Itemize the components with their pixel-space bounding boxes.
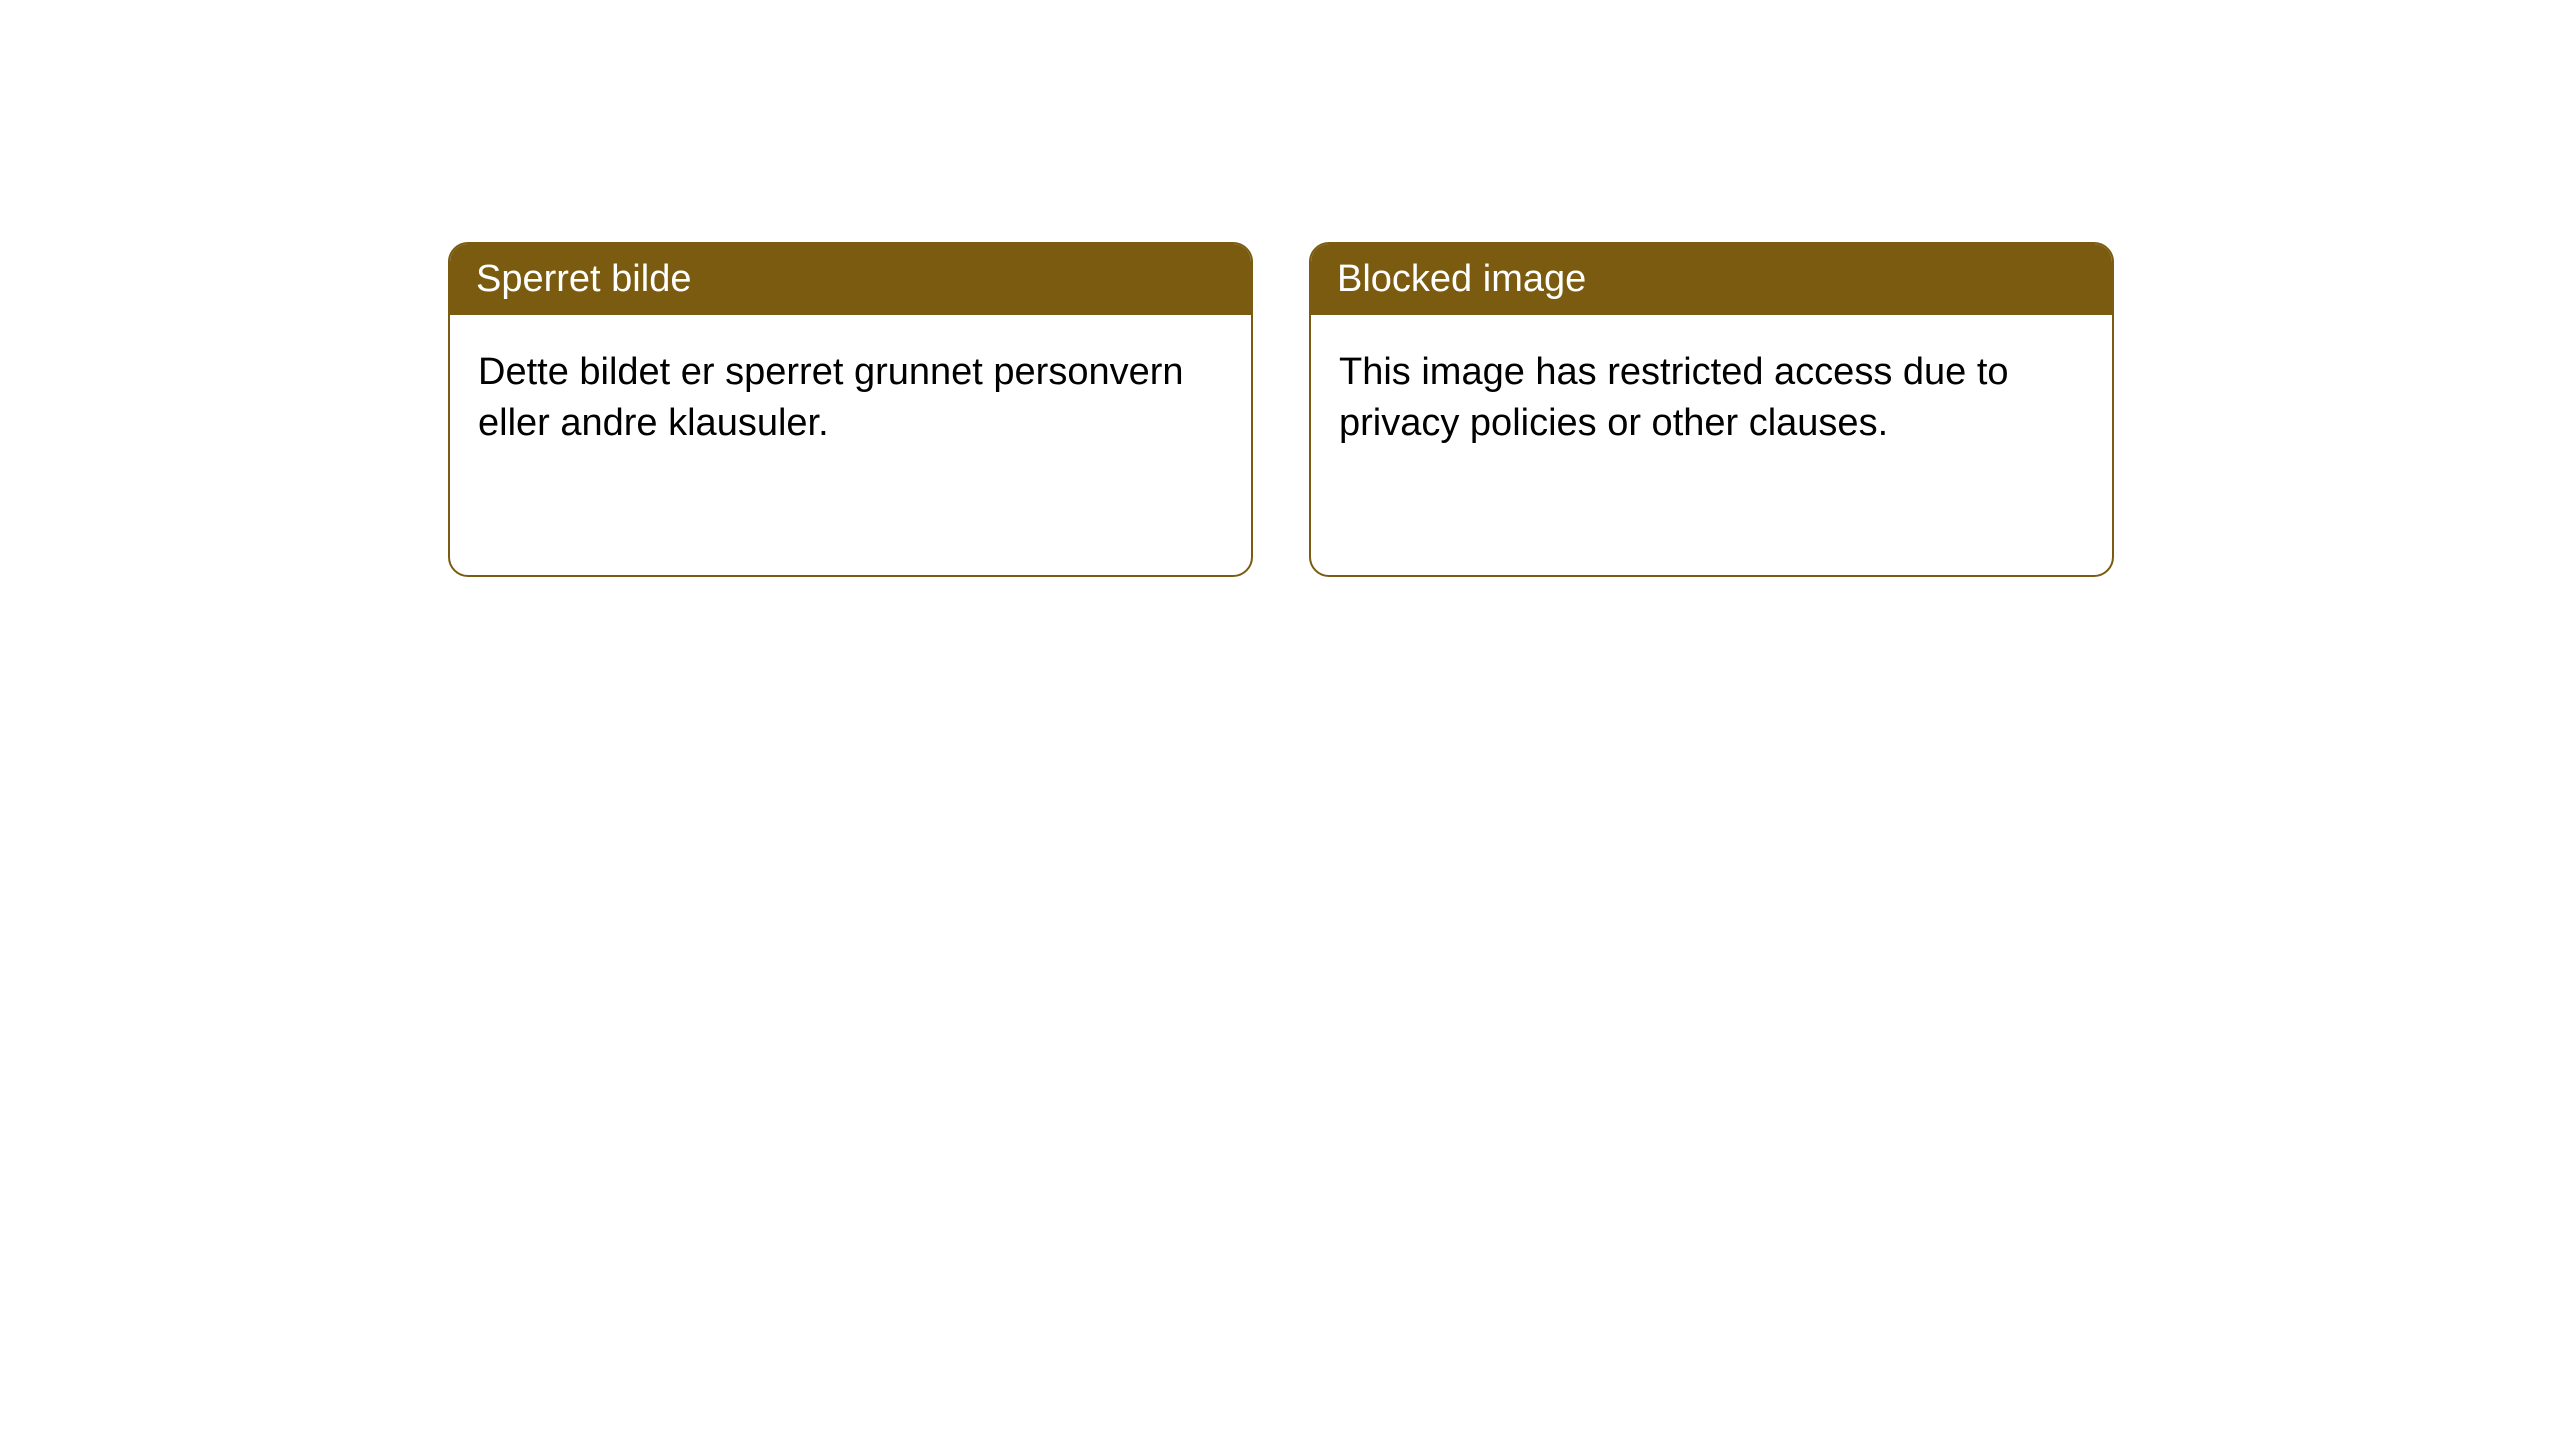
card-header-no: Sperret bilde (450, 244, 1251, 315)
card-header-en: Blocked image (1311, 244, 2112, 315)
notice-container: Sperret bilde Dette bildet er sperret gr… (0, 0, 2560, 577)
blocked-image-card-no: Sperret bilde Dette bildet er sperret gr… (448, 242, 1253, 577)
card-body-en: This image has restricted access due to … (1311, 315, 2112, 482)
blocked-image-card-en: Blocked image This image has restricted … (1309, 242, 2114, 577)
card-body-no: Dette bildet er sperret grunnet personve… (450, 315, 1251, 482)
